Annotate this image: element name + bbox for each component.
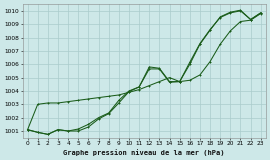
X-axis label: Graphe pression niveau de la mer (hPa): Graphe pression niveau de la mer (hPa) [63,149,225,156]
